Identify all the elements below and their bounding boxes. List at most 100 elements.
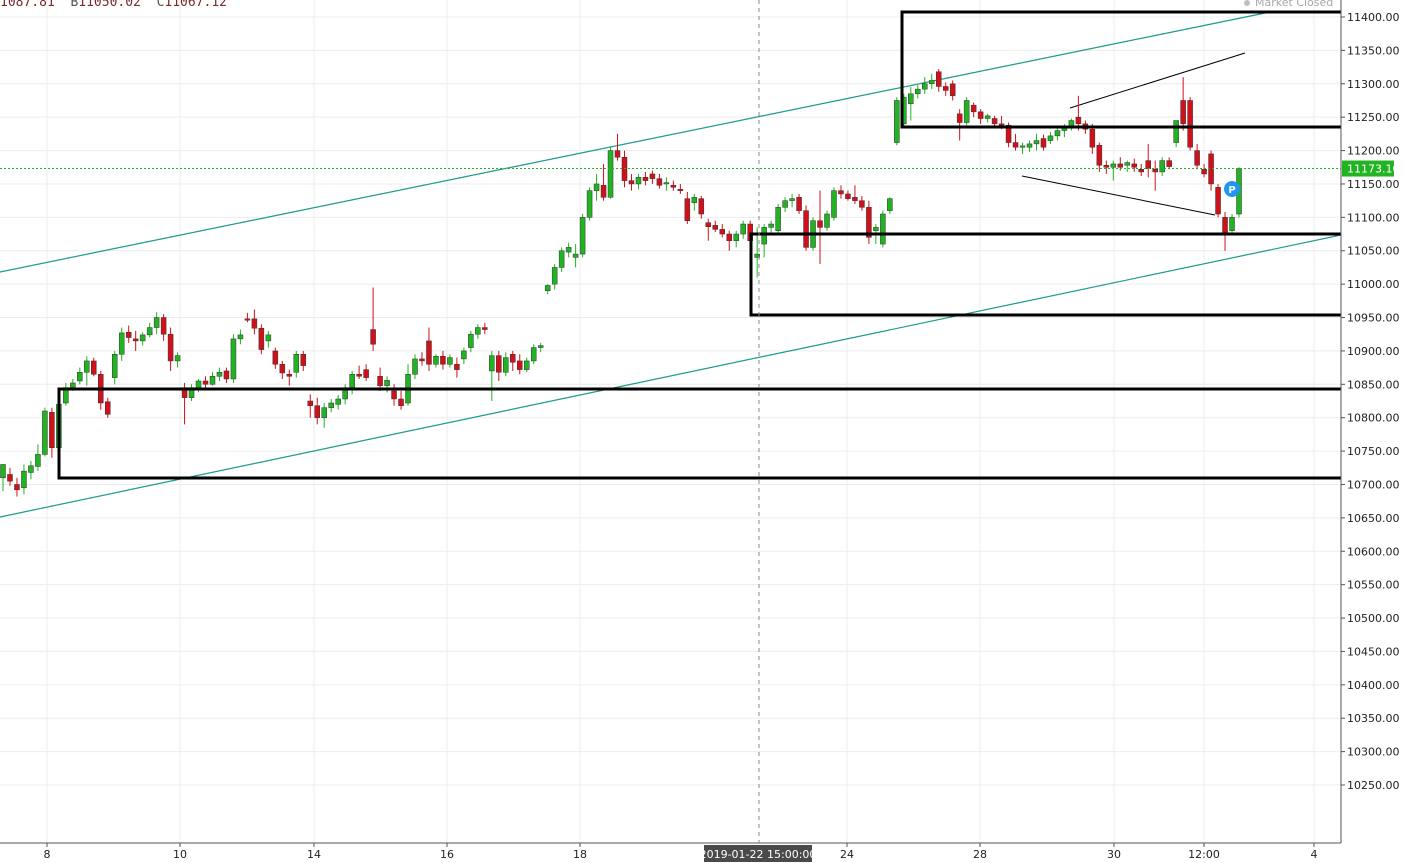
zone-boxes[interactable] <box>57 10 1404 480</box>
upper-channel-line[interactable] <box>0 11 1271 273</box>
candle <box>1152 160 1158 191</box>
candle <box>209 372 216 386</box>
candle-body <box>1026 143 1033 148</box>
candle-body <box>174 355 181 362</box>
candle <box>908 87 914 121</box>
candle <box>922 77 928 94</box>
candle <box>461 347 467 365</box>
lower-channel-line[interactable] <box>0 234 1342 518</box>
candle-body <box>768 223 774 228</box>
resistance-trend-line[interactable] <box>1069 52 1246 109</box>
price-tick-label: 11000.00 <box>1347 278 1400 291</box>
time-tick-label: 18 <box>573 848 587 861</box>
candle <box>258 324 265 355</box>
candle <box>1166 157 1172 170</box>
candle <box>733 230 739 248</box>
candle <box>1103 160 1110 174</box>
candle-body <box>642 177 649 181</box>
candle <box>768 220 774 235</box>
candle-body <box>831 190 837 218</box>
candle <box>691 193 698 211</box>
candle-body <box>265 334 272 342</box>
candle <box>537 342 544 353</box>
ohlc-close-label: C <box>156 0 165 10</box>
candle-body <box>712 225 719 230</box>
time-tick-label: 16 <box>440 848 454 861</box>
price-tick-label: 10800.00 <box>1347 412 1400 425</box>
candle-body <box>1229 217 1235 231</box>
time-tick-label: 30 <box>1107 848 1121 861</box>
candle-body <box>1047 135 1054 141</box>
candle <box>188 384 195 401</box>
candle-body <box>1194 150 1200 166</box>
candle <box>398 390 404 410</box>
price-tick-label: 10900.00 <box>1347 345 1400 358</box>
price-tick-label: 10600.00 <box>1347 545 1400 558</box>
candle <box>35 444 41 472</box>
candle-body <box>824 213 830 228</box>
candle-body <box>356 374 362 377</box>
candle <box>356 365 362 379</box>
candle-body <box>838 190 844 195</box>
candle <box>132 330 139 351</box>
position-marker-letter: P <box>1228 185 1235 196</box>
crosshair-date-badge <box>704 845 812 862</box>
candle <box>160 314 167 341</box>
candle-body <box>579 217 586 255</box>
candle-body <box>510 354 516 363</box>
candle <box>1180 77 1186 131</box>
candle <box>894 97 900 146</box>
candle-body <box>782 200 788 208</box>
candle-body <box>28 465 34 473</box>
candle-body <box>349 374 355 388</box>
time-tick-label: 14 <box>307 848 321 861</box>
candle <box>977 109 984 124</box>
candle <box>796 193 802 215</box>
candle <box>342 384 348 405</box>
ohlc-low-label: B <box>70 0 79 10</box>
price-tick-label: 10700.00 <box>1347 478 1400 491</box>
candle-body <box>195 380 202 388</box>
candle-body <box>586 190 593 218</box>
candle <box>426 327 432 371</box>
candle <box>1012 133 1019 151</box>
candle <box>42 407 48 457</box>
candle-body <box>887 198 893 211</box>
candle-body <box>635 177 642 185</box>
candle-body <box>482 327 488 330</box>
candle-body <box>111 354 118 378</box>
candle-body <box>970 104 977 113</box>
candle-body <box>279 364 286 374</box>
candle <box>628 173 635 191</box>
candle-body <box>1124 162 1131 166</box>
price-tick-label: 10650.00 <box>1347 512 1400 525</box>
trend-lines[interactable] <box>0 11 1342 518</box>
candle-body <box>845 193 851 199</box>
candle-body <box>461 350 467 360</box>
candle <box>503 352 509 377</box>
price-axis-panel <box>1341 0 1404 863</box>
candle-body <box>1138 169 1144 173</box>
candle <box>1187 97 1193 151</box>
candle-body <box>1166 160 1172 167</box>
candle-body <box>1054 130 1061 137</box>
position-marker-icon <box>1224 181 1240 197</box>
candle-body <box>1187 100 1193 148</box>
candle-body <box>321 407 327 418</box>
candle-body <box>915 88 921 95</box>
candle <box>572 244 579 268</box>
candle <box>1138 163 1144 176</box>
ohlc-close-value: 11067.12 <box>164 0 228 10</box>
candle <box>635 173 642 190</box>
candle-body <box>391 390 397 400</box>
candle-body <box>84 360 90 373</box>
candle-body <box>363 369 369 378</box>
candle-body <box>523 360 530 370</box>
lower-support-zone-box[interactable] <box>57 387 1404 480</box>
support-trend-line[interactable] <box>1021 175 1216 216</box>
candle <box>496 350 502 381</box>
time-tick-label: 12:00 <box>1188 848 1220 861</box>
mid-support-zone-box[interactable] <box>749 232 1400 317</box>
